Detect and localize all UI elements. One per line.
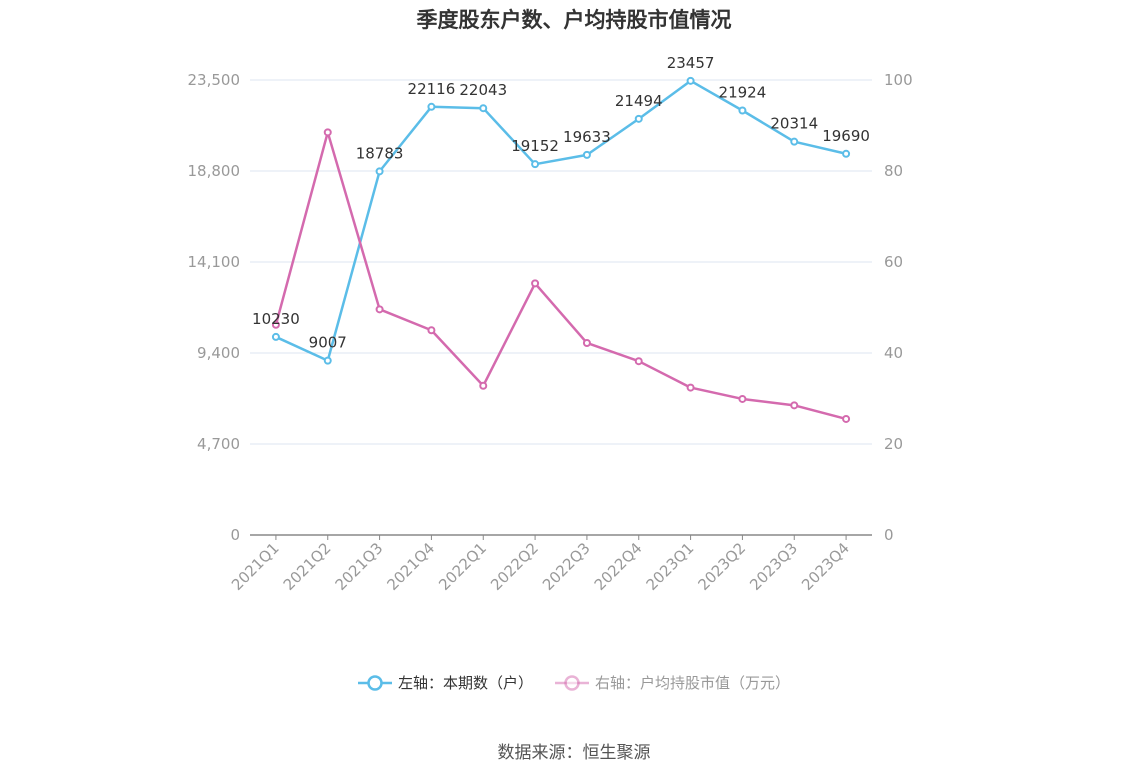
legend: 左轴：本期数（户） 右轴：户均持股市值（万元）	[0, 672, 1148, 693]
x-axis-category-label: 2021Q1	[228, 539, 283, 594]
shareholder-count-line	[275, 79, 847, 362]
series-lines	[271, 76, 851, 423]
right-axis-tick-label: 0	[884, 526, 894, 544]
data-label: 19690	[822, 127, 870, 145]
data-label: 22116	[408, 80, 456, 98]
avg-holding-value-point	[323, 128, 332, 137]
right-axis-tick-label: 20	[884, 435, 903, 453]
left-axis-tick-label: 23,500	[188, 71, 241, 89]
legend-label-right: 右轴：户均持股市值（万元）	[595, 674, 791, 692]
shareholder-count-point	[634, 114, 643, 123]
chart-title: 季度股东户数、户均持股市值情况	[416, 8, 732, 32]
avg-holding-value-point	[842, 414, 851, 423]
data-label: 21924	[719, 84, 767, 102]
x-axis-category-label: 2022Q4	[591, 539, 646, 594]
data-label: 19633	[563, 128, 611, 146]
data-label: 19152	[511, 137, 559, 155]
avg-holding-value-point	[790, 401, 799, 410]
avg-holding-value-point	[686, 383, 695, 392]
data-label: 10230	[252, 310, 300, 328]
avg-holding-value-point	[582, 338, 591, 347]
data-source: 数据来源：恒生聚源	[497, 743, 651, 763]
avg-holding-value-point	[738, 394, 747, 403]
legend-label-left: 左轴：本期数（户）	[397, 674, 533, 692]
legend-marker-left-icon	[357, 674, 392, 691]
x-axis-category-label: 2021Q4	[383, 539, 438, 594]
shareholder-count-point	[738, 106, 747, 115]
data-label: 9007	[309, 334, 347, 352]
x-axis-category-label: 2021Q2	[280, 539, 335, 594]
avg-holding-value-point	[375, 305, 384, 314]
shareholder-count-point	[531, 160, 540, 169]
x-axis-category-label: 2023Q1	[643, 539, 698, 594]
left-axis-tick-label: 18,800	[188, 162, 241, 180]
x-axis-category-label: 2022Q1	[435, 539, 490, 594]
data-label: 18783	[356, 144, 404, 162]
x-axis-category-label: 2022Q2	[487, 539, 542, 594]
right-axis-tick-label: 80	[884, 162, 903, 180]
legend-marker-right-icon	[555, 674, 589, 691]
avg-holding-value-point	[479, 381, 488, 390]
data-label: 22043	[459, 81, 507, 99]
left-axis-tick-label: 9,400	[197, 344, 240, 362]
shareholder-count-point	[323, 356, 332, 365]
shareholder-count-point	[427, 102, 436, 111]
shareholder-count-point	[479, 104, 488, 113]
avg-holding-value-point	[427, 326, 436, 335]
shareholder-count-point	[375, 167, 384, 176]
shareholder-count-point	[842, 149, 851, 158]
shareholder-count-point	[582, 150, 591, 159]
x-axis-category-label: 2021Q3	[332, 539, 387, 594]
avg-holding-value-point	[634, 357, 643, 366]
x-axis-category-label: 2023Q3	[746, 539, 801, 594]
avg-holding-value-line	[274, 131, 847, 421]
left-axis-tick-label: 4,700	[197, 435, 240, 453]
avg-holding-value-point	[531, 279, 540, 288]
right-axis-tick-label: 60	[884, 253, 903, 271]
shareholder-count-point	[686, 76, 695, 85]
data-label: 23457	[667, 54, 715, 72]
legend-item-left-series[interactable]: 左轴：本期数（户）	[357, 672, 533, 693]
grid-lines	[250, 79, 872, 445]
left-axis-tick-label: 14,100	[188, 253, 241, 271]
right-axis-tick-label: 40	[884, 344, 903, 362]
shareholder-count-point	[271, 332, 280, 341]
right-axis-tick-label: 100	[884, 71, 913, 89]
shareholder-count-point	[790, 137, 799, 146]
legend-item-right-series[interactable]: 右轴：户均持股市值（万元）	[555, 672, 790, 693]
avg-holding-value-point	[271, 320, 280, 329]
x-axis-category-label: 2023Q4	[798, 539, 853, 594]
x-axis-category-label: 2022Q3	[539, 539, 594, 594]
x-axis-category-label: 2023Q2	[694, 539, 749, 594]
data-label: 21494	[615, 92, 663, 110]
left-axis-tick-label: 0	[230, 526, 240, 544]
data-label: 20314	[770, 115, 818, 133]
